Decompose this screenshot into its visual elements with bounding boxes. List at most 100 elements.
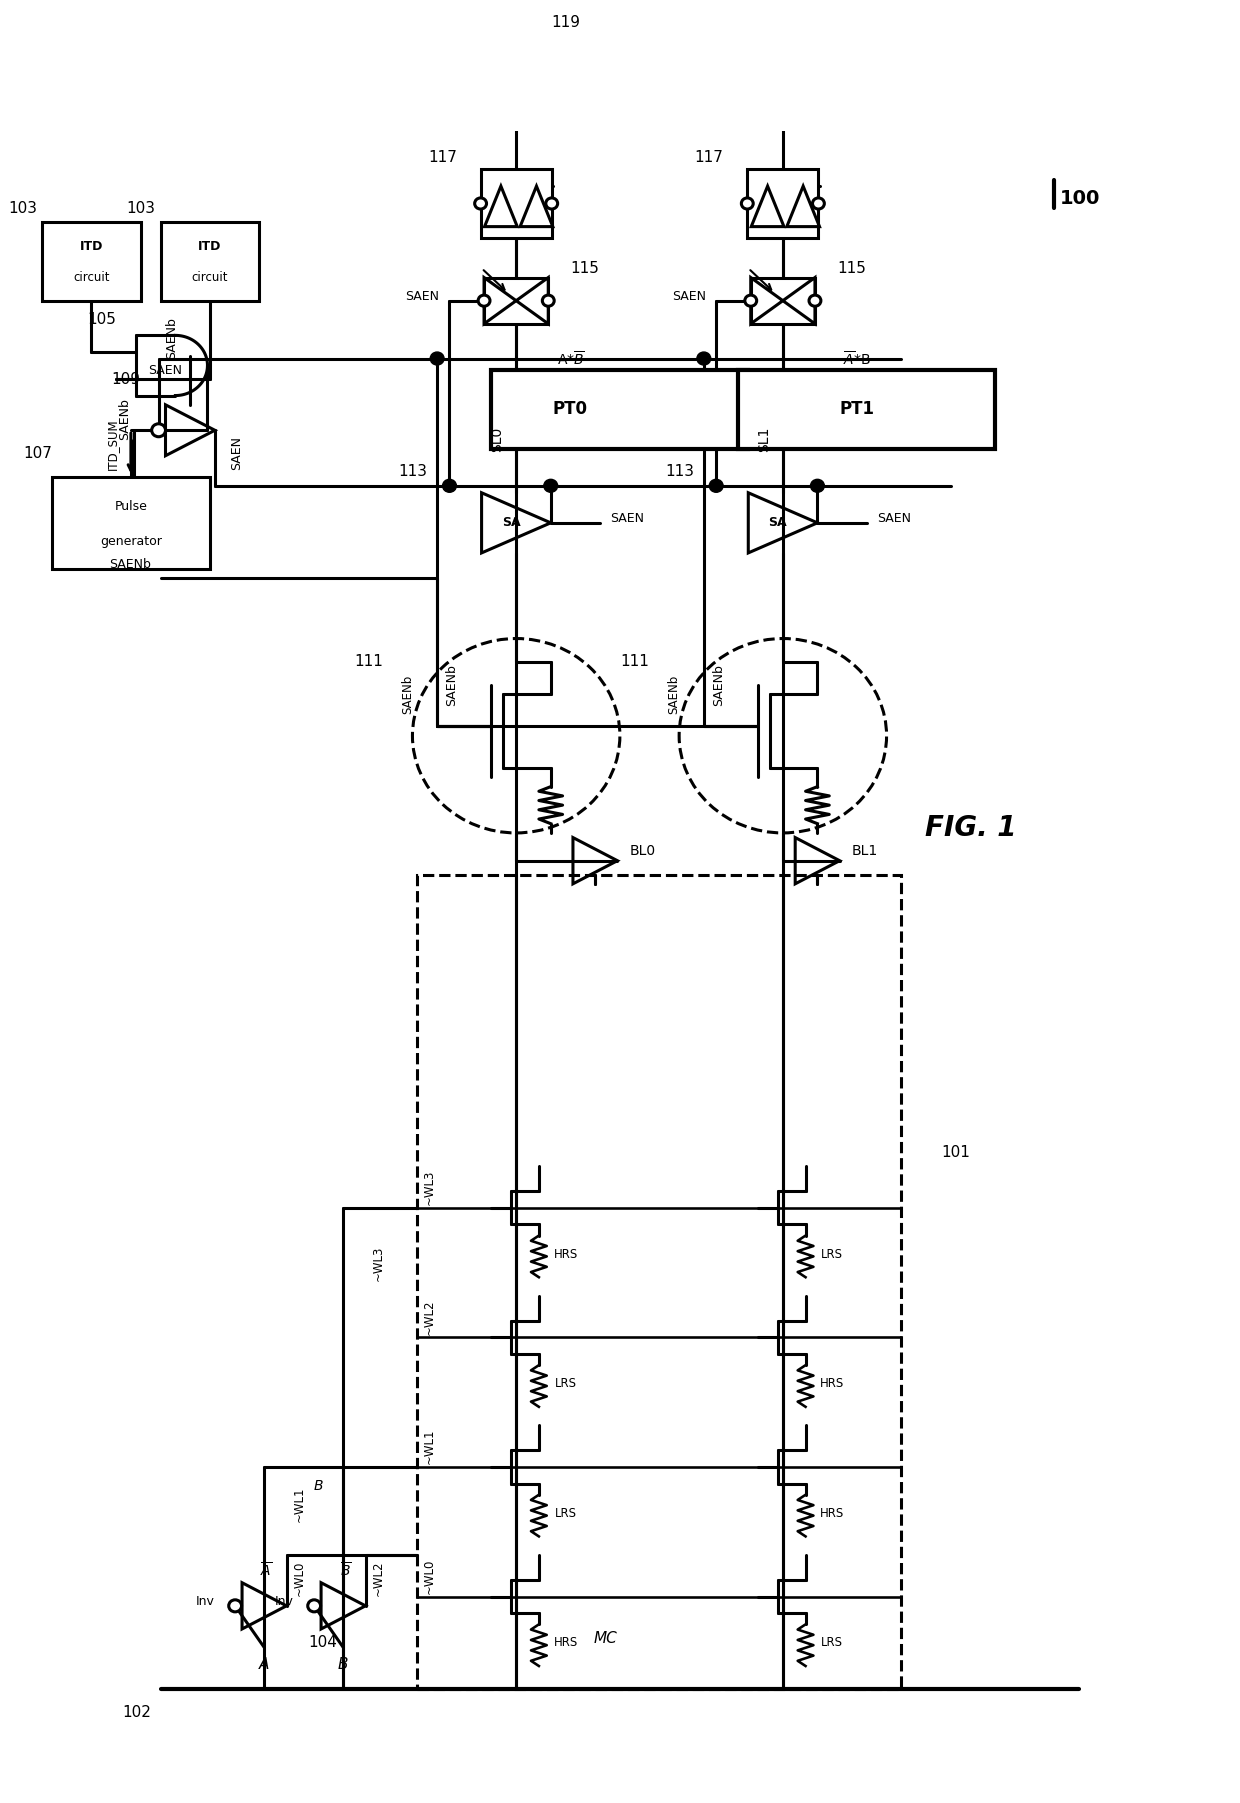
Text: A*$\overline{B}$: A*$\overline{B}$: [557, 350, 584, 368]
Text: ~WL0: ~WL0: [293, 1560, 305, 1596]
Circle shape: [308, 1599, 321, 1612]
Text: ~WL3: ~WL3: [371, 1246, 384, 1282]
Text: 103: 103: [9, 200, 37, 216]
Text: 115: 115: [837, 261, 866, 276]
Text: 113: 113: [398, 465, 428, 480]
Text: SAENb: SAENb: [667, 674, 681, 714]
Text: 104: 104: [309, 1635, 337, 1650]
Circle shape: [228, 1599, 242, 1612]
Circle shape: [745, 296, 756, 307]
Text: $\overline{A}$: $\overline{A}$: [260, 1561, 273, 1579]
Circle shape: [812, 198, 825, 209]
Text: circuit: circuit: [192, 270, 228, 285]
Text: SAEN: SAEN: [877, 512, 910, 525]
Text: ~WL2: ~WL2: [423, 1300, 435, 1334]
Bar: [418, 874, 901, 1689]
Text: circuit: circuit: [73, 270, 109, 285]
Text: HRS: HRS: [553, 1248, 578, 1260]
Text: LRS: LRS: [554, 1377, 577, 1390]
Text: Inv: Inv: [196, 1594, 215, 1608]
Circle shape: [443, 480, 456, 492]
Text: 111: 111: [353, 654, 383, 669]
Bar: [748, 169, 818, 238]
Circle shape: [546, 198, 558, 209]
Text: 100: 100: [1059, 189, 1100, 209]
Text: 113: 113: [665, 465, 694, 480]
Text: $\overline{B}$: $\overline{B}$: [340, 1561, 351, 1579]
Text: 103: 103: [126, 200, 156, 216]
Text: SAENb: SAENb: [165, 317, 179, 359]
Text: ~WL2: ~WL2: [371, 1560, 384, 1596]
Circle shape: [776, 96, 790, 108]
Text: BL0: BL0: [630, 844, 656, 858]
Text: B: B: [339, 1657, 348, 1673]
Text: SAEN: SAEN: [405, 290, 440, 303]
Text: ITD: ITD: [198, 240, 222, 254]
Text: MC: MC: [593, 1630, 618, 1646]
Text: ~WL1: ~WL1: [423, 1428, 435, 1464]
Bar: [160, 222, 259, 301]
Text: generator: generator: [100, 535, 162, 548]
Circle shape: [697, 352, 711, 364]
Text: SA: SA: [502, 516, 521, 530]
Circle shape: [475, 198, 486, 209]
Text: Pulse: Pulse: [114, 499, 148, 512]
Text: FIG. 1: FIG. 1: [925, 815, 1017, 842]
Text: 117: 117: [428, 150, 456, 164]
Bar: [738, 370, 996, 449]
Text: SAENb: SAENb: [445, 664, 459, 705]
Text: 115: 115: [570, 261, 599, 276]
Bar: [42, 222, 141, 301]
Circle shape: [808, 296, 821, 307]
Circle shape: [811, 480, 825, 492]
Text: SAEN: SAEN: [610, 512, 644, 525]
Circle shape: [479, 296, 490, 307]
Bar: [52, 476, 210, 570]
Text: BL1: BL1: [852, 844, 878, 858]
Text: SL1: SL1: [756, 427, 771, 453]
Bar: [481, 169, 552, 238]
Text: 105: 105: [87, 312, 117, 326]
Text: 109: 109: [112, 371, 141, 388]
Circle shape: [544, 480, 558, 492]
Text: PT1: PT1: [839, 400, 874, 418]
Bar: [491, 370, 748, 449]
Text: SAENb: SAENb: [401, 674, 414, 714]
Text: $\overline{A}$*B: $\overline{A}$*B: [843, 350, 870, 368]
Circle shape: [151, 424, 165, 436]
Text: ITD: ITD: [79, 240, 103, 254]
Bar: [750, 278, 815, 325]
Circle shape: [709, 480, 723, 492]
Text: ~WL1: ~WL1: [293, 1486, 305, 1522]
Text: 102: 102: [122, 1706, 151, 1720]
Circle shape: [742, 198, 753, 209]
Text: PT0: PT0: [553, 400, 588, 418]
Text: B: B: [314, 1478, 324, 1493]
Circle shape: [430, 352, 444, 364]
Text: HRS: HRS: [553, 1637, 578, 1650]
Text: A: A: [259, 1657, 269, 1673]
Text: SA: SA: [769, 516, 787, 530]
Text: SAEN: SAEN: [149, 364, 182, 377]
Text: 101: 101: [941, 1145, 970, 1159]
Text: 119: 119: [552, 16, 580, 31]
Text: LRS: LRS: [821, 1637, 843, 1650]
Text: LRS: LRS: [554, 1507, 577, 1520]
Text: 117: 117: [694, 150, 724, 164]
Text: SAEN: SAEN: [229, 436, 243, 471]
Text: SL0: SL0: [490, 427, 505, 453]
Text: SAENb: SAENb: [118, 398, 131, 440]
Text: HRS: HRS: [820, 1507, 844, 1520]
Bar: [484, 278, 548, 325]
Text: ITD_SUM: ITD_SUM: [107, 418, 119, 471]
Circle shape: [510, 69, 522, 79]
Text: Inv: Inv: [275, 1594, 294, 1608]
Text: LRS: LRS: [821, 1248, 843, 1260]
Text: SAENb: SAENb: [712, 664, 725, 705]
Text: SAEN: SAEN: [672, 290, 707, 303]
Text: HRS: HRS: [820, 1377, 844, 1390]
Text: SAENb: SAENb: [109, 557, 151, 572]
Text: 107: 107: [24, 445, 52, 462]
Text: ~WL3: ~WL3: [423, 1170, 435, 1204]
Circle shape: [542, 296, 554, 307]
